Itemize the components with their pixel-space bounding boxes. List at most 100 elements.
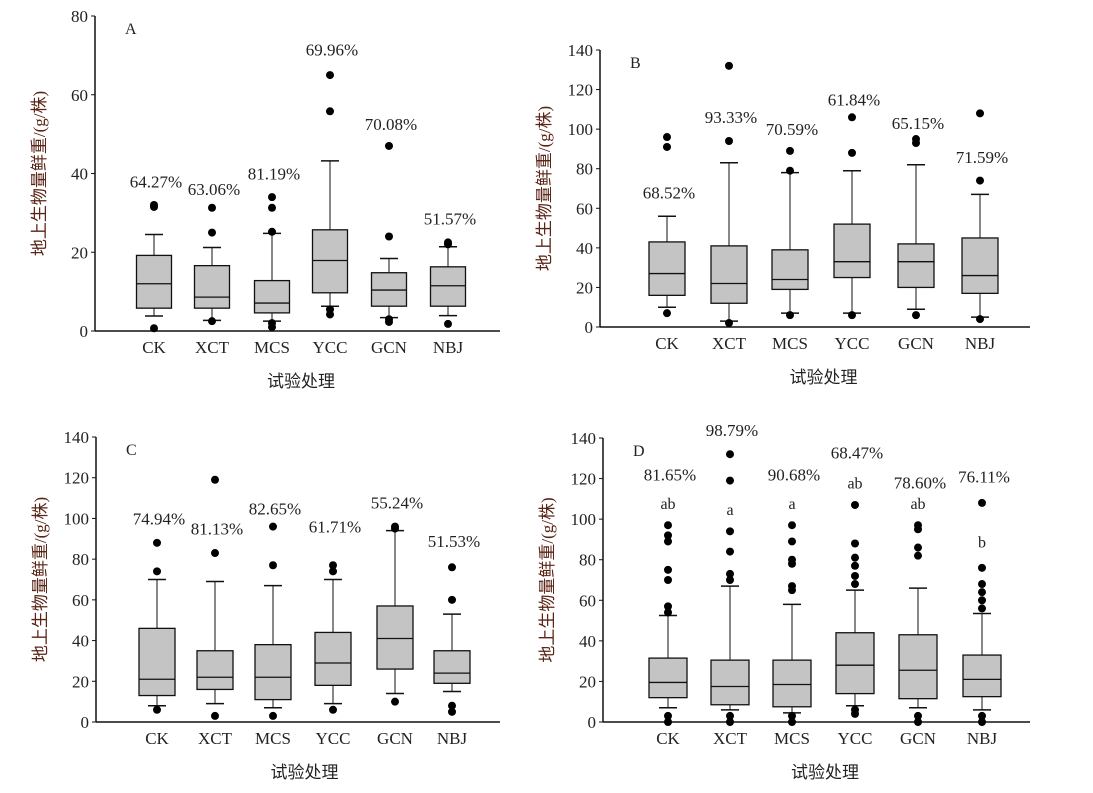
box-YCC — [311, 71, 349, 319]
box-iqr — [710, 659, 750, 706]
outlier-point — [268, 193, 276, 202]
x-tick-label: CK — [145, 729, 169, 748]
x-tick-label: XCT — [713, 729, 748, 748]
percent-label: 70.59% — [766, 120, 818, 139]
y-tick-label: 0 — [585, 318, 594, 337]
outlier-point — [726, 476, 734, 485]
y-tick-label: 100 — [568, 120, 594, 139]
y-tick-label: 60 — [576, 199, 593, 218]
outlier-point — [978, 711, 986, 720]
outlier-point — [788, 586, 796, 595]
outlier-point — [664, 537, 672, 546]
outlier-point — [976, 315, 984, 324]
percent-label: 63.06% — [188, 180, 240, 199]
x-axis-label: 试验处理 — [791, 763, 859, 782]
box-iqr — [311, 229, 349, 294]
outlier-point — [150, 324, 158, 333]
box-iqr — [135, 254, 173, 309]
x-tick-label: CK — [142, 338, 166, 357]
box-CK — [648, 521, 688, 726]
y-tick-label: 140 — [568, 41, 594, 60]
outlier-point — [851, 561, 859, 570]
outlier-point — [326, 71, 334, 80]
box-iqr — [648, 657, 688, 699]
outlier-point — [268, 227, 276, 236]
x-axis-label: 试验处理 — [790, 368, 858, 387]
y-tick-label: 40 — [579, 632, 596, 651]
y-tick-label: 80 — [579, 551, 596, 570]
outlier-point — [788, 521, 796, 530]
outlier-point — [914, 551, 922, 560]
outlier-point — [978, 718, 986, 726]
y-tick-label: 40 — [71, 165, 88, 184]
outlier-point — [664, 608, 672, 617]
outlier-point — [912, 311, 920, 320]
outlier-point — [978, 580, 986, 589]
box-GCN — [897, 135, 935, 320]
y-tick-label: 20 — [576, 278, 593, 297]
percent-label: 90.68% — [768, 466, 820, 485]
percent-label: 61.84% — [828, 90, 880, 109]
box-iqr — [648, 241, 686, 296]
panel-label: D — [633, 443, 645, 460]
x-tick-label: CK — [656, 729, 680, 748]
y-tick-label: 120 — [64, 469, 90, 488]
x-tick-label: YCC — [316, 729, 351, 748]
outlier-point — [851, 571, 859, 580]
y-tick-label: 60 — [72, 591, 89, 610]
box-GCN — [898, 521, 938, 726]
box-iqr — [253, 279, 291, 314]
y-tick-label: 0 — [81, 713, 90, 732]
y-tick-label: 20 — [72, 672, 89, 691]
significance-letter: ab — [847, 476, 862, 493]
box-NBJ — [433, 563, 471, 716]
outlier-point — [978, 596, 986, 605]
outlier-point — [976, 109, 984, 118]
percent-label: 78.60% — [894, 474, 946, 493]
x-tick-label: MCS — [772, 334, 808, 353]
panel-D: 0 20 40 60 80 100 120 140 D 地上生物量鲜重/(g/株) 试验处理 CK 81… — [538, 421, 1030, 782]
outlier-point — [786, 146, 794, 155]
box-MCS — [771, 146, 809, 320]
box-YCC — [314, 561, 352, 714]
box-iqr — [961, 237, 999, 295]
outlier-point — [726, 547, 734, 556]
x-tick-label: GCN — [900, 729, 936, 748]
outlier-point — [725, 61, 733, 70]
x-tick-label: NBJ — [433, 338, 464, 357]
x-tick-label: NBJ — [965, 334, 996, 353]
x-tick-label: MCS — [255, 729, 291, 748]
box-MCS — [253, 193, 291, 332]
outlier-point — [664, 521, 672, 530]
outlier-point — [912, 138, 920, 147]
box-XCT — [710, 450, 750, 726]
outlier-point — [385, 141, 393, 150]
outlier-point — [385, 232, 393, 241]
percent-label: 64.27% — [130, 172, 182, 191]
outlier-point — [329, 567, 337, 576]
outlier-point — [978, 588, 986, 597]
box-iqr — [196, 650, 234, 691]
percent-label: 65.15% — [892, 114, 944, 133]
y-tick-label: 40 — [72, 632, 89, 651]
outlier-point — [663, 142, 671, 151]
outlier-point — [663, 133, 671, 142]
outlier-point — [664, 718, 672, 726]
y-tick-label: 80 — [72, 550, 89, 569]
outlier-point — [788, 559, 796, 568]
x-tick-label: YCC — [313, 338, 348, 357]
outlier-point — [914, 525, 922, 534]
outlier-point — [726, 569, 734, 578]
y-tick-label: 120 — [568, 81, 594, 100]
x-tick-label: MCS — [254, 338, 290, 357]
percent-label: 93.33% — [705, 108, 757, 127]
y-tick-label: 120 — [571, 470, 597, 489]
box-iqr — [962, 654, 1002, 698]
percent-label: 82.65% — [249, 499, 301, 518]
outlier-point — [268, 323, 276, 332]
y-tick-label: 100 — [64, 509, 90, 528]
x-tick-label: GCN — [371, 338, 407, 357]
outlier-point — [788, 537, 796, 546]
percent-label: 98.79% — [706, 421, 758, 440]
